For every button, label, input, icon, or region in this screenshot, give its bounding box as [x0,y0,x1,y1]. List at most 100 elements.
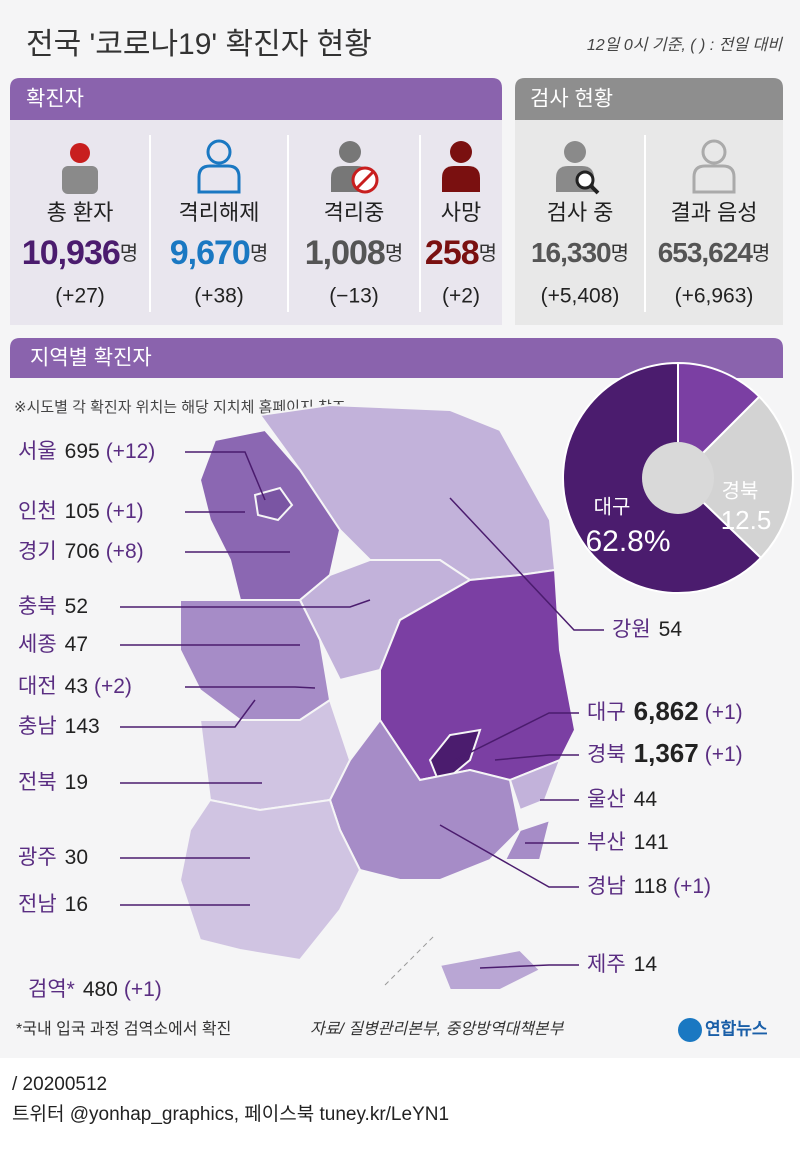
region-change: (+8) [106,540,144,563]
stat-value-line: 16,330명 [531,237,629,268]
stat-value: 1,008 [305,234,385,272]
region-count: 141 [634,831,669,854]
stat-value-line: 10,936명 [22,234,138,272]
jeju-separator [384,934,436,986]
stat-value: 10,936 [22,234,120,272]
regional-title: 지역별 확진자 [30,347,152,370]
pie-hole [642,442,714,514]
source: 자료/ 질병관리본부, 중앙방역대책본부 [310,1020,565,1038]
region-label: 대구 6,862 (+1) [587,696,743,726]
stat-value: 9,670 [170,234,250,272]
stat-unit: 명 [120,242,138,265]
stat-change: (+6,963) [675,285,754,308]
leader-line [454,712,579,761]
stat-value: 258 [425,234,479,272]
seoul [253,486,294,522]
stat-change: (−13) [329,285,379,308]
region-count: 47 [65,633,88,656]
region-count: 16 [65,893,88,916]
region-label: 경남 118 (+1) [587,875,711,898]
region-change: (+2) [94,675,132,698]
icon-testing [556,141,600,195]
region-count: 480 [83,978,118,1001]
pie-slice [676,395,794,560]
region-label: 강원 54 [612,618,682,641]
confirmed-header [10,78,502,120]
region-name: 세종 [18,633,57,656]
stat-label: 결과 음성 [670,200,757,225]
stat-value-line: 258명 [425,234,497,272]
stat-label: 총 환자 [47,200,114,225]
region-label: 부산 141 [587,831,669,854]
region-name: 광주 [18,846,57,869]
region-count: 54 [659,618,683,641]
region-label: 검역* 480 (+1) [28,978,162,1001]
jeju [438,948,542,991]
region-name: 경남 [587,875,626,898]
leader-line [494,754,579,761]
stat-label: 격리해제 [179,200,260,225]
leader-line [439,824,579,888]
stat-label: 검사 중 [547,200,614,225]
region-name: 부산 [587,831,626,854]
stat-change: (+27) [55,285,105,308]
region-label: 인천 105 (+1) [18,500,144,523]
stat-change: (+2) [442,285,480,308]
region-labels: 서울 695 (+12) 인천 105 (+1) 경기 706 (+8) 충북 52 세종 47 대전 43… [18,440,743,1001]
region-label: 광주 30 [18,846,88,869]
confirmed-title: 확진자 [26,88,84,111]
leader-line [479,964,579,969]
region-count: 19 [65,771,88,794]
basis-note: 12일 0시 기준, ( ) : 전일 대비 [587,36,783,54]
regional-note: ※시도별 각 확진자 위치는 해당 지치체 홈페이지 참조 [14,398,346,416]
region-label: 제주 14 [587,953,657,976]
region-count: 30 [65,846,88,869]
tests-panel [515,120,783,325]
map [178,403,577,991]
region-change: (+1) [106,500,144,523]
busan [503,818,552,861]
icon-released [197,139,241,194]
tests-title: 검사 현황 [530,88,613,111]
dividers [149,135,646,312]
region-count: 118 [634,875,667,898]
logo-mark [678,1018,702,1042]
region-name: 경기 [18,540,57,563]
icon-death [442,141,480,192]
region-name: 제주 [587,953,626,976]
region-name: 경북 [587,743,626,766]
region-name: 전남 [18,893,57,916]
region-label: 전남 16 [18,893,88,916]
icon-total [62,143,98,194]
icon-isolated [331,141,379,194]
region-label: 세종 47 [18,633,88,656]
region-count: 52 [65,595,88,618]
stats: 총 환자10,936명(+27)격리해제9,670명(+38)격리중1,008명… [22,200,771,308]
region-label: 대전 43 (+2) [18,675,132,698]
region-label: 충남 143 [18,715,100,738]
region-count: 1,367 [634,738,699,768]
stat-unit: 명 [611,242,629,265]
stat-label: 격리중 [324,200,385,225]
region-label: 충북 52 [18,595,88,618]
region-change: (+1) [124,978,162,1001]
region-name: 대구 [587,701,626,724]
region-name: 전북 [18,771,57,794]
logo: 연합뉴스 [705,1018,768,1038]
leader-line [120,699,256,728]
region-count: 14 [634,953,658,976]
stat-unit: 명 [385,242,403,265]
stat-value-line: 9,670명 [170,234,269,272]
pie-value-label: 12.5 [721,505,772,535]
region-count: 6,862 [634,696,699,726]
region-label: 전북 19 [18,771,88,794]
stat-label: 사망 [441,200,481,225]
region-label: 경기 706 (+8) [18,540,144,563]
region-name: 인천 [18,500,57,523]
stat-value-line: 653,624명 [658,237,771,268]
icon-negative [692,139,736,194]
region-name: 강원 [612,618,651,641]
region-name: 충남 [18,715,57,738]
region-change: (+1) [705,743,743,766]
